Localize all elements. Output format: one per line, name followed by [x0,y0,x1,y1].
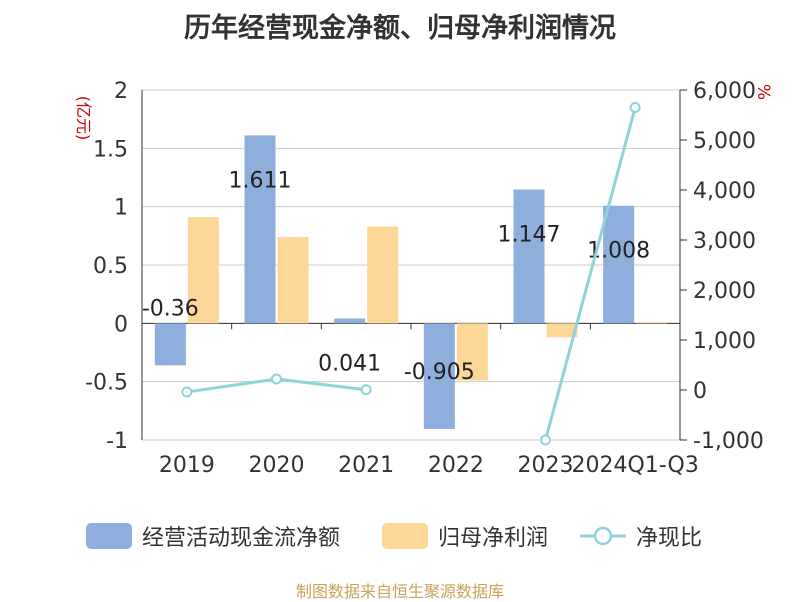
y-left-tick-label: 1 [114,196,128,221]
chart-plot: -1 -0.5 0 0.5 1 1.5 2 -1,000 0 1,000 2,000 3,000 4,0… [74,79,773,478]
line-cash-ratio [544,107,637,441]
y-left-unit: (亿元) [74,96,93,141]
y-right-tick-label: 0 [693,379,707,404]
legend-item-cashflow[interactable]: 经营活动现金流净额 [86,520,340,552]
y-left-tick-label: 0.5 [93,254,128,279]
y-left-tick-label: -0.5 [85,371,128,396]
x-tick-label: 2020 [249,453,305,478]
legend: 经营活动现金流净额 归母净利润 净现比 [0,514,800,558]
y-right-tick-label: 5,000 [693,129,756,154]
y-right-tick-label: 1,000 [693,329,756,354]
y-right-tick-label: 3,000 [693,229,756,254]
source-note: 制图数据来自恒生聚源数据库 [295,582,504,601]
x-tick-label: 2024Q1-Q3 [571,453,698,478]
legend-item-cash-ratio[interactable]: 净现比 [580,520,702,552]
data-label-cashflow: 0.041 [318,352,381,377]
y-left-tick-label: 1.5 [93,137,128,162]
data-label-cashflow: -0.905 [404,360,475,385]
x-tick-label: 2023 [518,453,574,478]
y-left-tick-label: 0 [114,312,128,337]
data-label-cashflow: 1.611 [229,168,292,193]
legend-item-net-profit[interactable]: 归母净利润 [382,520,548,552]
x-tick-label: 2022 [428,453,484,478]
bar-cashflow [154,323,186,366]
x-tick-label: 2021 [338,453,394,478]
legend-swatch-net-profit [382,523,428,549]
point-cash-ratio [271,373,282,385]
bar-cashflow [603,205,635,324]
data-label-cashflow: -0.36 [142,296,199,321]
bar-net-profit [277,237,309,324]
bar-cashflow [334,318,366,324]
bar-cashflow [244,135,276,324]
point-cash-ratio [540,434,551,446]
point-cash-ratio [360,384,372,396]
legend-swatch-cashflow [86,523,132,549]
y-right-tick-label: -1,000 [693,429,764,454]
bar-net-profit [456,323,488,381]
chart-title: 历年经营现金净额、归母净利润情况 [184,13,616,44]
x-tick-label: 2019 [159,453,215,478]
legend-label-cash-ratio: 净现比 [636,526,703,551]
bar-net-profit [546,323,578,338]
point-cash-ratio [181,386,193,398]
legend-label-cashflow: 经营活动现金流净额 [142,526,341,551]
y-right-unit: % [753,84,773,100]
bar-net-profit [367,226,399,324]
y-right-tick-label: 6,000 [693,79,756,104]
y-left-tick-label: 2 [114,79,128,104]
bar-cashflow [513,189,545,324]
y-right-tick-label: 4,000 [693,179,756,204]
legend-line-marker-icon [580,526,626,546]
data-label-cashflow: 1.147 [498,223,561,248]
legend-label-net-profit: 归母净利润 [438,526,549,551]
y-left-tick-label: -1 [106,429,128,454]
point-cash-ratio [629,102,641,113]
bar-net-profit [187,217,219,324]
y-right-tick-label: 2,000 [693,279,756,304]
bar-net-profit [636,322,668,324]
bar-cashflow [423,323,455,429]
